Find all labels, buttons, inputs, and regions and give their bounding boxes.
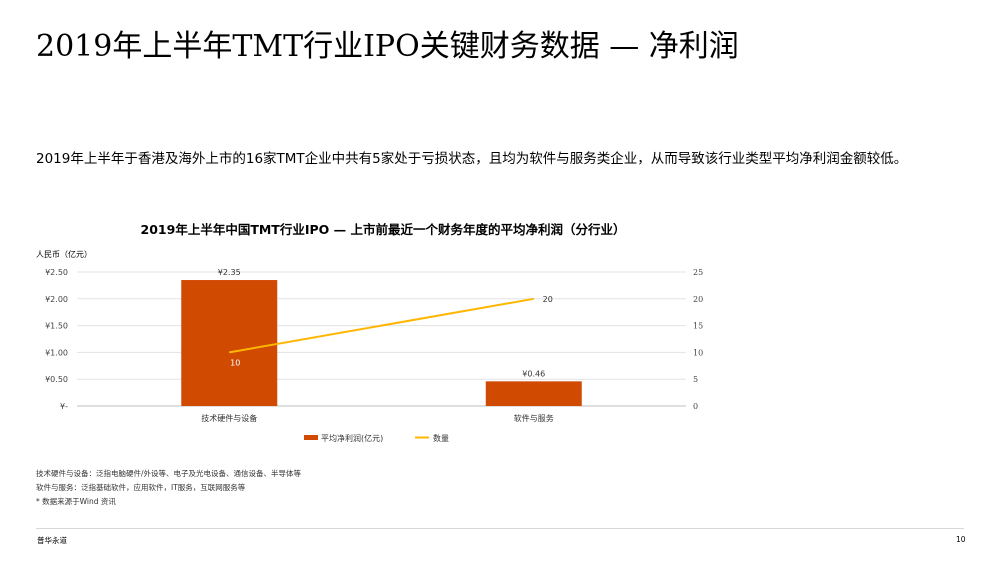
bar: [485, 381, 582, 406]
legend-label: 平均净利润(亿元): [321, 433, 383, 443]
right-tick-label: 25: [693, 268, 703, 277]
right-tick-label: 15: [693, 322, 703, 331]
chart-title: 2019年上半年中国TMT行业IPO — 上市前最近一个财务年度的平均净利润（分…: [141, 222, 626, 237]
y-axis-label: 人民币（亿元）: [36, 249, 92, 259]
left-tick-label: ¥-: [60, 402, 68, 411]
footer-brand: 普华永道: [37, 536, 67, 545]
line-data-label: 20: [543, 295, 553, 304]
x-tick-label: 软件与服务: [514, 413, 554, 423]
left-tick-label: ¥0.50: [45, 375, 68, 384]
left-tick-label: ¥2.50: [45, 268, 68, 277]
legend-label: 数量: [433, 433, 449, 443]
bar-data-label: ¥0.46: [522, 369, 545, 378]
footnote-software: 软件与服务：泛指基础软件，应用软件，IT服务，互联网服务等: [36, 483, 246, 492]
right-tick-label: 0: [693, 402, 698, 411]
page-title: 2019年上半年TMT行业IPO关键财务数据 — 净利润: [36, 29, 739, 64]
left-tick-label: ¥1.50: [45, 322, 68, 331]
right-tick-label: 20: [693, 295, 703, 304]
page-number: 10: [956, 535, 966, 544]
footnote-source: * 数据来源于Wind 资讯: [36, 497, 116, 506]
chart: 2019年上半年中国TMT行业IPO — 上市前最近一个财务年度的平均净利润（分…: [36, 222, 703, 443]
line-data-label: 10: [230, 358, 240, 367]
page-subtitle: 2019年上半年于香港及海外上市的16家TMT企业中共有5家处于亏损状态，且均为…: [36, 151, 908, 167]
x-tick-label: 技术硬件与设备: [201, 413, 257, 423]
left-tick-label: ¥1.00: [45, 348, 68, 357]
right-tick-label: 5: [693, 375, 698, 384]
bar-data-label: ¥2.35: [218, 268, 241, 277]
legend-swatch-bar: [304, 435, 318, 440]
footnote-hardware: 技术硬件与设备：泛指电脑硬件/外设等、电子及光电设备、通信设备、半导体等: [36, 469, 302, 478]
footer-divider: [36, 528, 964, 529]
line-series: [229, 297, 534, 354]
right-tick-label: 10: [693, 348, 703, 357]
left-tick-label: ¥2.00: [45, 295, 68, 304]
bar: [181, 280, 278, 406]
